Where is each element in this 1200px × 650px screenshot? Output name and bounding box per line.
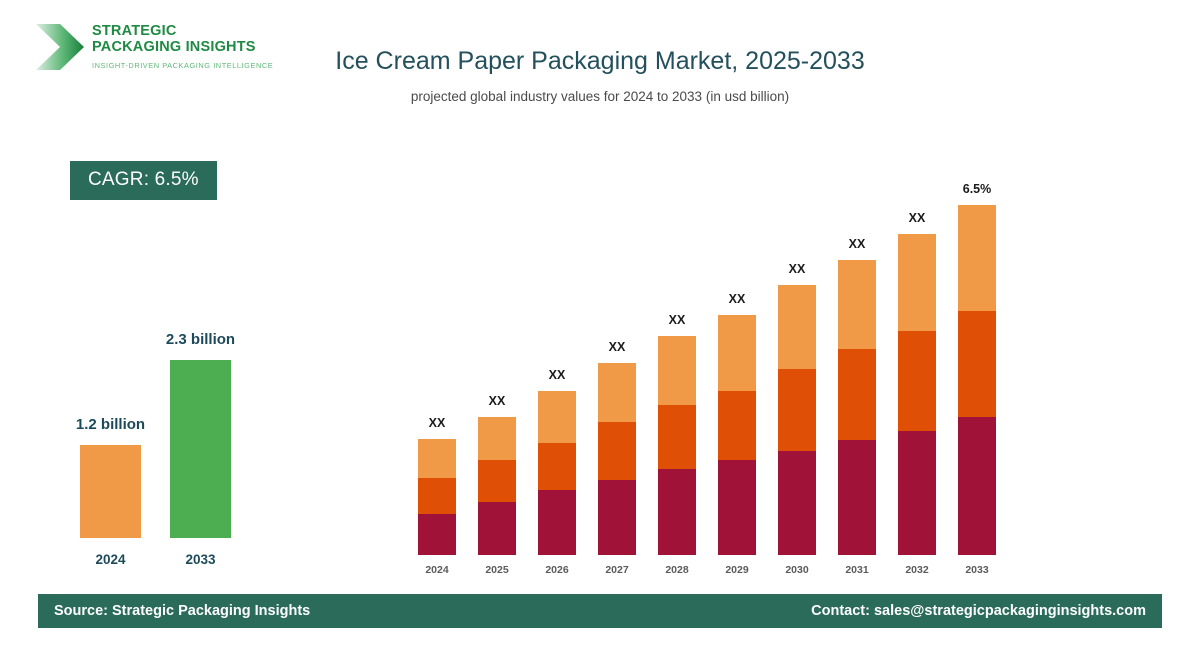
stacked-bar-2028 [658,336,696,555]
bar-segment-segment-1 [958,416,996,555]
stacked-bar-top-label: XX [668,313,686,328]
stacked-bar-top-label: XX [608,340,626,355]
comparison-bar [80,445,141,538]
bar-segment-segment-1 [598,480,636,555]
stacked-bar-category-label: 2032 [905,564,929,576]
bar-segment-segment-2 [478,460,516,502]
bar-segment-segment-3 [478,416,516,461]
bar-value-label: 1.2 billion [75,416,146,433]
stacked-bar-category-label: 2026 [545,564,569,576]
footer-bar: Source: Strategic Packaging Insights Con… [38,594,1162,628]
bar-segment-segment-3 [718,314,756,391]
comparison-bar-chart: 1.2 billion 2024 2.3 billion 2033 [40,300,290,580]
page-title: Ice Cream Paper Packaging Market, 2025-2… [335,47,865,75]
stacked-bar-2026 [538,390,576,555]
stacked-bar-category-label: 2025 [485,564,509,576]
stacked-bar-category-label: 2033 [965,564,989,576]
bar-2033 [170,360,231,538]
bar-category-label: 2033 [185,552,216,567]
logo-line-2: PACKAGING INSIGHTS [92,39,256,55]
stacked-bar-top-label: XX [548,367,566,382]
bar-value-label: 2.3 billion [165,331,236,348]
footer-source: Source: Strategic Packaging Insights [54,603,311,619]
stacked-bar-top-label: XX [488,393,506,408]
bar-2024 [80,445,141,538]
bar-segment-segment-3 [658,336,696,405]
bar-segment-segment-3 [538,390,576,443]
bar-segment-segment-2 [598,422,636,481]
bar-segment-segment-2 [958,311,996,417]
comparison-bar [170,360,231,538]
bar-segment-segment-1 [898,430,936,555]
bar-category-label: 2024 [95,552,126,567]
brand-logo: STRATEGIC PACKAGING INSIGHTS INSIGHT-DRI… [34,14,284,84]
stacked-bar-top-label: XX [788,262,806,277]
stacked-bar-2025 [478,416,516,555]
logo-line-1: STRATEGIC [92,23,177,39]
footer-contact: Contact: sales@strategicpackaginginsight… [811,603,1146,619]
stacked-bar-top-label: 6.5% [962,181,992,196]
stacked-bar-2033 [958,204,996,555]
bar-segment-segment-3 [598,363,636,423]
stacked-bar-2024 [418,439,456,555]
stacked-bar-top-label: XX [908,211,926,226]
bar-segment-segment-2 [418,478,456,514]
stacked-bar-2029 [718,314,756,555]
stacked-bar-2032 [898,234,936,555]
stacked-bar-chart: XX 2024 XX 2025 XX 2026 XX 2027 XX 2028 XX 2029 XX 20… [395,180,1015,580]
bar-segment-segment-1 [778,450,816,555]
stacked-bar-category-label: 2029 [725,564,749,576]
stacked-bar-2031 [838,260,876,555]
bar-segment-segment-3 [898,234,936,332]
stacked-bar-top-label: XX [728,291,746,306]
bar-segment-segment-2 [778,369,816,451]
stacked-bar-top-label: XX [848,237,866,252]
bar-segment-segment-1 [418,513,456,555]
stacked-bar-2027 [598,363,636,555]
bar-segment-segment-1 [478,501,516,555]
stacked-bar-category-label: 2024 [425,564,449,576]
bar-segment-segment-2 [718,390,756,461]
logo-tagline: INSIGHT-DRIVEN PACKAGING INTELLIGENCE [92,61,274,70]
bar-segment-segment-3 [838,260,876,350]
stacked-bar-2030 [778,285,816,555]
stacked-bar-category-label: 2031 [845,564,869,576]
bar-segment-segment-1 [718,460,756,555]
page-subtitle: projected global industry values for 202… [410,89,790,104]
stacked-bar-top-label: XX [428,416,446,431]
bar-segment-segment-1 [538,489,576,555]
logo-wordmark: STRATEGIC PACKAGING INSIGHTS [92,23,256,55]
stacked-bar-category-label: 2028 [665,564,689,576]
bar-segment-segment-3 [418,439,456,479]
bar-segment-segment-1 [658,468,696,555]
bar-segment-segment-2 [538,442,576,490]
bar-segment-segment-3 [778,285,816,370]
title-block: Ice Cream Paper Packaging Market, 2025-2… [270,42,930,104]
bar-segment-segment-3 [958,204,996,312]
stacked-bar-category-label: 2030 [785,564,809,576]
bar-segment-segment-2 [838,349,876,441]
chevron-right-icon [36,24,84,70]
stacked-bar-category-label: 2027 [605,564,629,576]
bar-segment-segment-1 [838,440,876,555]
bar-segment-segment-2 [658,404,696,469]
bar-segment-segment-2 [898,331,936,431]
cagr-badge: CAGR: 6.5% [70,161,217,200]
